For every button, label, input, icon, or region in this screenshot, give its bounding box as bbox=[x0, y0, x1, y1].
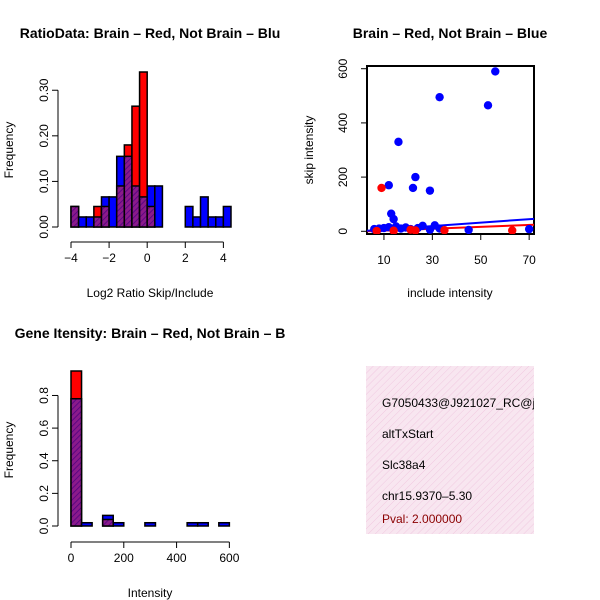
scatter-plot-box bbox=[366, 65, 535, 235]
scatter-point-brain bbox=[440, 226, 449, 234]
ratio-histogram-bar-not-brain bbox=[199, 196, 209, 228]
scatter-point-brain bbox=[372, 226, 381, 234]
ratio-histogram-bar-overlap bbox=[100, 205, 110, 228]
scatter-point-brain bbox=[377, 183, 386, 193]
intensity-histogram-bar-overlap bbox=[70, 397, 83, 527]
scatter-panel: Brain – Red, Not Brain – Blue 10 30 50 70 0 2… bbox=[302, 25, 547, 300]
intensity-histogram-xlabel: Intensity bbox=[128, 586, 173, 600]
intensity-histogram-y-tick-label: 0.4 bbox=[37, 452, 51, 469]
info-event-type: altTxStart bbox=[382, 427, 434, 441]
ratio-histogram-bar-overlap bbox=[123, 155, 133, 228]
scatter-point-brain bbox=[508, 226, 517, 234]
ratio-histogram-bar-not-brain bbox=[85, 216, 95, 228]
scatter-y-tick-label: 600 bbox=[336, 58, 350, 78]
intensity-histogram-panel: Gene Itensity: Brain – Red, Not Brain – … bbox=[2, 325, 285, 600]
scatter-point-not-brain bbox=[483, 101, 493, 110]
ratio-histogram-bar-not-brain bbox=[184, 205, 194, 228]
intensity-histogram-bar-not-brain bbox=[112, 521, 125, 527]
info-panel-background bbox=[366, 366, 534, 534]
ratio-histogram-y-tick-label: 0.30 bbox=[37, 78, 51, 102]
scatter-point-not-brain bbox=[411, 172, 420, 182]
info-panel-viewport: G7050433@J921027_RC@j_at altTxStart Slc3… bbox=[366, 366, 552, 534]
ratio-histogram-ylabel: Frequency bbox=[2, 122, 16, 179]
ratio-histogram-bar-not-brain bbox=[77, 216, 87, 228]
scatter-point-not-brain bbox=[464, 225, 473, 234]
intensity-histogram-x-tick-label: 400 bbox=[167, 551, 187, 565]
info-pval: Pval: 2.000000 bbox=[382, 512, 462, 526]
intensity-histogram-bar-not-brain bbox=[218, 521, 231, 527]
scatter-axes: 10 30 50 70 0 200 400 600 bbox=[336, 58, 536, 267]
intensity-histogram-x-tick-label: 600 bbox=[219, 551, 239, 565]
ratio-histogram-bar-overlap bbox=[93, 216, 103, 228]
ratio-histogram-bar-not-brain bbox=[207, 216, 217, 228]
ratio-histogram-bar-overlap bbox=[115, 185, 126, 228]
scatter-x-tick-label: 50 bbox=[474, 253, 488, 267]
ratio-histogram-y-tick-label: 0.20 bbox=[37, 124, 51, 148]
scatter-x-tick-label: 30 bbox=[426, 253, 440, 267]
scatter-point-not-brain bbox=[425, 186, 435, 195]
scatter-point-not-brain bbox=[524, 224, 534, 234]
intensity-histogram-y-tick-label: 0.0 bbox=[37, 517, 51, 534]
ratio-histogram-xlabel: Log2 Ratio Skip/Include bbox=[87, 286, 214, 300]
intensity-histogram-bars bbox=[70, 370, 231, 527]
scatter-y-tick-label: 200 bbox=[336, 167, 350, 187]
scatter-y-tick-label: 400 bbox=[336, 113, 350, 133]
ratio-histogram-y-tick-label: 0.00 bbox=[37, 215, 51, 239]
ratio-histogram-x-tick-label: −4 bbox=[64, 251, 78, 265]
scatter-point-not-brain bbox=[418, 221, 427, 231]
intensity-histogram-x-tick-label: 0 bbox=[68, 551, 75, 565]
scatter-ylabel: skip intensity bbox=[302, 116, 316, 185]
ratio-histogram-bar-not-brain bbox=[222, 205, 232, 228]
scatter-y-tick-label: 0 bbox=[336, 228, 350, 235]
intensity-histogram-ylabel: Frequency bbox=[2, 422, 16, 479]
info-location: chr15.9370–5.30 bbox=[382, 489, 472, 503]
info-gene: Slc38a4 bbox=[382, 458, 426, 472]
ratio-histogram-x-tick-label: 0 bbox=[144, 251, 151, 265]
intensity-histogram-bar-not-brain bbox=[80, 521, 93, 527]
intensity-histogram-x-tick-label: 200 bbox=[114, 551, 134, 565]
ratio-histogram-bar-not-brain bbox=[154, 185, 164, 228]
ratio-histogram-bar-overlap bbox=[131, 185, 141, 228]
intensity-histogram-y-tick-label: 0.2 bbox=[37, 485, 51, 502]
scatter-x-tick-label: 70 bbox=[522, 253, 536, 267]
ratio-histogram-bar-not-brain bbox=[215, 216, 225, 228]
intensity-histogram-bar-overlap bbox=[101, 518, 114, 527]
intensity-histogram-y-tick-label: 0.8 bbox=[37, 387, 51, 404]
ratio-histogram-y-tick-label: 0.10 bbox=[37, 169, 51, 193]
ratio-histogram-bar-overlap bbox=[138, 196, 148, 228]
ratio-histogram-bar-overlap bbox=[146, 205, 156, 228]
ratio-histogram-x-tick-label: 2 bbox=[182, 251, 189, 265]
ratio-histogram-panel: RatioData: Brain – Red, Not Brain – Blu … bbox=[2, 25, 280, 300]
intensity-histogram-bar-not-brain bbox=[144, 521, 157, 527]
ratio-histogram-title: RatioData: Brain – Red, Not Brain – Blu bbox=[20, 25, 281, 41]
scatter-points bbox=[370, 67, 534, 234]
ratio-histogram-axes: −4 −2 0 2 4 0.00 0.10 0.20 0.30 bbox=[37, 78, 227, 265]
ratio-histogram-bar-overlap bbox=[70, 205, 80, 228]
ratio-histogram-x-tick-label: 4 bbox=[220, 251, 227, 265]
scatter-point-not-brain bbox=[435, 92, 444, 102]
scatter-point-not-brain bbox=[408, 183, 418, 193]
ratio-histogram-bar-not-brain bbox=[192, 216, 202, 228]
scatter-xlabel: include intensity bbox=[407, 286, 492, 300]
intensity-histogram-bar-not-brain bbox=[186, 521, 199, 527]
intensity-histogram-title: Gene Itensity: Brain – Red, Not Brain – … bbox=[15, 325, 286, 341]
intensity-histogram-bar-not-brain bbox=[196, 521, 209, 527]
scatter-point-not-brain bbox=[389, 214, 398, 224]
info-panel: G7050433@J921027_RC@j_at altTxStart Slc3… bbox=[366, 366, 552, 534]
ratio-histogram-bar-not-brain bbox=[108, 196, 118, 228]
scatter-point-brain bbox=[411, 226, 420, 234]
ratio-histogram-bars bbox=[70, 71, 232, 228]
scatter-point-not-brain bbox=[394, 137, 403, 147]
intensity-histogram-y-tick-label: 0.6 bbox=[37, 419, 51, 436]
ratio-histogram-x-tick-label: −2 bbox=[102, 251, 116, 265]
info-probe-id: G7050433@J921027_RC@j_at bbox=[382, 396, 552, 410]
intensity-histogram-axes: 0 200 400 600 0.0 0.2 0.4 0.6 0.8 bbox=[37, 387, 240, 565]
scatter-point-not-brain bbox=[491, 67, 500, 76]
scatter-title: Brain – Red, Not Brain – Blue bbox=[353, 25, 548, 41]
scatter-point-not-brain bbox=[384, 181, 393, 190]
scatter-x-tick-label: 10 bbox=[377, 253, 391, 267]
scatter-point-brain bbox=[389, 226, 398, 234]
